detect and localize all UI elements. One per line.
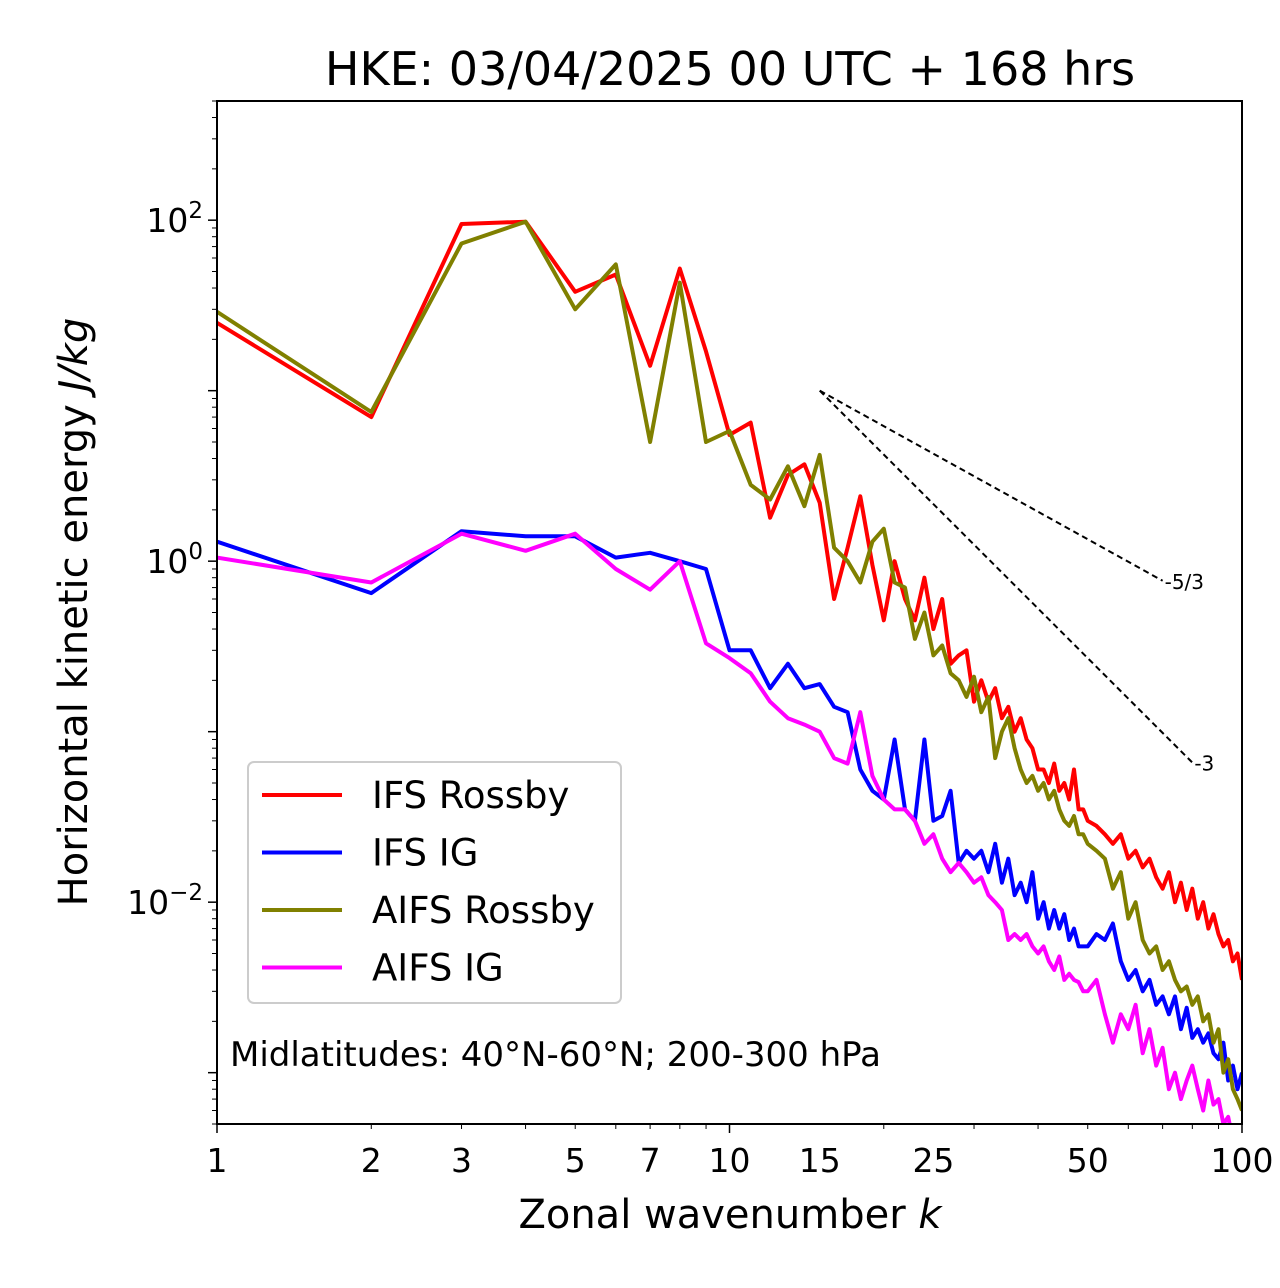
x-tick-label: 25 <box>912 1141 954 1180</box>
x-tick-label: 1 <box>207 1141 228 1180</box>
reference-slope-lines: -5/3 -3 <box>819 389 1214 776</box>
x-tick-label: 2 <box>361 1141 382 1180</box>
series-lines <box>217 219 1242 1124</box>
y-axis-label: Horizontal kinetic energy J/kg <box>51 318 97 907</box>
y-tick-label: 102 <box>146 198 203 240</box>
reference-slope-line <box>819 389 1194 764</box>
series-line-ifs-ig <box>217 529 1242 1092</box>
plot-area: -5/3 -3 <box>216 100 1243 1125</box>
legend-label-aifs-rossby: AIFS Rossby <box>372 889 595 932</box>
x-tick-label: 50 <box>1067 1141 1109 1180</box>
x-tick-label: 3 <box>451 1141 472 1180</box>
legend-label-ifs-rossby: IFS Rossby <box>372 774 569 817</box>
reference-slope-line <box>819 389 1164 582</box>
y-tick-label: 10−2 <box>127 880 203 922</box>
x-axis: 1 2 3 5 7 10 15 25 50 100 <box>207 1124 1274 1180</box>
x-tick-label: 100 <box>1211 1141 1274 1180</box>
x-tick-label: 7 <box>640 1141 661 1180</box>
x-tick-label: 10 <box>709 1141 751 1180</box>
series-line-aifs-rossby <box>217 219 1242 1112</box>
reference-slope-label: -5/3 <box>1165 570 1204 594</box>
x-axis-label: Zonal wavenumber k <box>518 1192 943 1238</box>
y-axis: 102 100 10−2 <box>127 100 217 1125</box>
series-line-aifs-ig <box>217 531 1232 1124</box>
legend: IFS Rossby IFS IG AIFS Rossby AIFS IG <box>247 761 622 1004</box>
legend-label-aifs-ig: AIFS IG <box>372 947 504 990</box>
y-tick-label: 100 <box>146 539 203 581</box>
x-tick-label: 15 <box>799 1141 841 1180</box>
chart-title: HKE: 03/04/2025 00 UTC + 168 hrs <box>325 42 1135 96</box>
region-annotation: Midlatitudes: 40°N-60°N; 200-300 hPa <box>230 1035 881 1075</box>
series-line-ifs-rossby <box>217 219 1242 981</box>
reference-slope-label: -3 <box>1194 752 1214 776</box>
legend-label-ifs-ig: IFS IG <box>372 832 478 875</box>
x-tick-label: 5 <box>565 1141 586 1180</box>
legend-box <box>247 761 622 1004</box>
